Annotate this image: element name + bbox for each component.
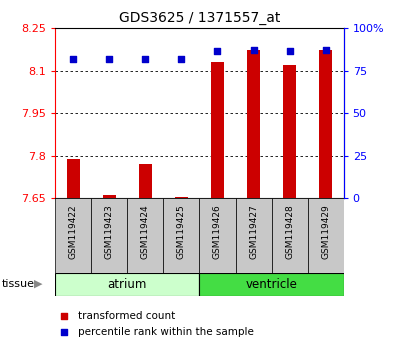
Point bbox=[275, 231, 281, 236]
Point bbox=[178, 56, 184, 62]
Bar bbox=[319, 50, 332, 198]
Bar bbox=[127, 198, 164, 273]
Text: GSM119427: GSM119427 bbox=[249, 204, 258, 259]
Bar bbox=[67, 159, 80, 198]
Text: transformed count: transformed count bbox=[78, 311, 176, 321]
Point bbox=[250, 47, 257, 53]
Point bbox=[275, 89, 281, 95]
Point bbox=[142, 56, 149, 62]
Bar bbox=[164, 198, 199, 273]
Point bbox=[214, 48, 221, 54]
Point bbox=[322, 47, 329, 53]
Text: GSM119424: GSM119424 bbox=[141, 204, 150, 259]
Text: GSM119425: GSM119425 bbox=[177, 204, 186, 259]
Bar bbox=[211, 62, 224, 198]
Bar bbox=[235, 198, 272, 273]
Bar bbox=[55, 198, 91, 273]
Bar bbox=[272, 198, 308, 273]
Text: GSM119428: GSM119428 bbox=[285, 204, 294, 259]
Title: GDS3625 / 1371557_at: GDS3625 / 1371557_at bbox=[119, 11, 280, 24]
Bar bbox=[199, 198, 235, 273]
Text: GSM119423: GSM119423 bbox=[105, 204, 114, 259]
Bar bbox=[103, 195, 116, 198]
Bar bbox=[55, 273, 199, 296]
Bar bbox=[199, 273, 344, 296]
Bar bbox=[283, 65, 296, 198]
Bar bbox=[247, 50, 260, 198]
Text: atrium: atrium bbox=[108, 278, 147, 291]
Bar bbox=[139, 164, 152, 198]
Bar bbox=[308, 198, 344, 273]
Point bbox=[70, 56, 77, 62]
Point bbox=[286, 48, 293, 54]
Text: GSM119422: GSM119422 bbox=[69, 204, 78, 259]
Text: GSM119426: GSM119426 bbox=[213, 204, 222, 259]
Bar bbox=[91, 198, 127, 273]
Text: GSM119429: GSM119429 bbox=[321, 204, 330, 259]
Text: ventricle: ventricle bbox=[246, 278, 297, 291]
Text: ▶: ▶ bbox=[34, 279, 42, 289]
Point bbox=[106, 56, 113, 62]
Text: percentile rank within the sample: percentile rank within the sample bbox=[78, 327, 254, 337]
Text: tissue: tissue bbox=[2, 279, 35, 289]
Bar bbox=[175, 197, 188, 198]
